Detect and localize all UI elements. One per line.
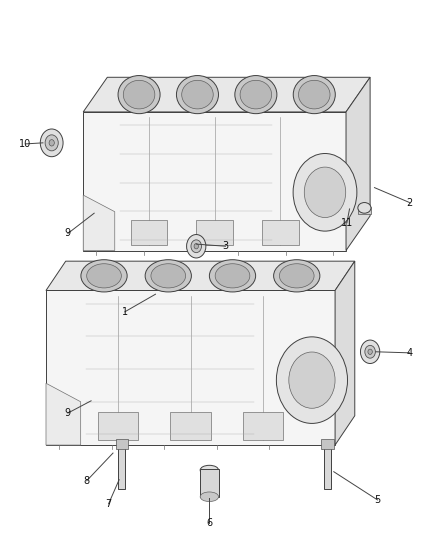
Text: 11: 11 [341, 218, 353, 228]
Ellipse shape [145, 260, 191, 292]
Polygon shape [46, 383, 81, 445]
Circle shape [289, 352, 335, 408]
Ellipse shape [209, 260, 256, 292]
Bar [170, 412, 211, 440]
Ellipse shape [151, 264, 186, 288]
Polygon shape [335, 261, 355, 445]
Polygon shape [83, 77, 370, 112]
Text: 4: 4 [406, 348, 413, 358]
Polygon shape [46, 261, 355, 290]
Ellipse shape [215, 264, 250, 288]
Circle shape [360, 340, 380, 364]
Circle shape [365, 345, 375, 358]
Bar [200, 469, 219, 497]
Text: 10: 10 [19, 139, 32, 149]
Polygon shape [46, 290, 335, 445]
Bar [262, 220, 299, 245]
Text: 3: 3 [223, 241, 229, 251]
Circle shape [40, 129, 63, 157]
Ellipse shape [177, 76, 219, 114]
Text: 8: 8 [84, 476, 90, 486]
Ellipse shape [299, 80, 330, 109]
Circle shape [191, 240, 201, 253]
Bar [196, 220, 233, 245]
Text: 9: 9 [65, 229, 71, 238]
Ellipse shape [182, 80, 213, 109]
Circle shape [187, 235, 206, 258]
Circle shape [194, 244, 198, 249]
Circle shape [368, 349, 372, 354]
Bar [358, 207, 371, 214]
Circle shape [45, 135, 58, 151]
Bar [131, 220, 167, 245]
Text: 6: 6 [206, 519, 212, 528]
Circle shape [276, 337, 347, 423]
Bar [324, 440, 331, 489]
Ellipse shape [200, 465, 219, 475]
Ellipse shape [235, 76, 277, 114]
Bar [243, 412, 283, 440]
Ellipse shape [200, 492, 219, 502]
Circle shape [304, 167, 346, 217]
Bar [98, 412, 138, 440]
Ellipse shape [274, 260, 320, 292]
Ellipse shape [293, 76, 336, 114]
Text: 5: 5 [374, 495, 381, 505]
Ellipse shape [81, 260, 127, 292]
Text: 9: 9 [65, 408, 71, 418]
Text: 2: 2 [406, 198, 413, 207]
Bar [321, 439, 334, 449]
Ellipse shape [87, 264, 121, 288]
Circle shape [293, 154, 357, 231]
Text: 1: 1 [122, 307, 128, 317]
Circle shape [49, 140, 54, 146]
Text: 7: 7 [106, 499, 112, 508]
Bar [118, 440, 125, 489]
Ellipse shape [240, 80, 272, 109]
Polygon shape [83, 112, 346, 251]
Polygon shape [83, 195, 115, 251]
Polygon shape [346, 77, 370, 251]
Ellipse shape [279, 264, 314, 288]
Ellipse shape [358, 203, 371, 213]
Ellipse shape [124, 80, 155, 109]
Ellipse shape [118, 76, 160, 114]
Bar [116, 439, 128, 449]
